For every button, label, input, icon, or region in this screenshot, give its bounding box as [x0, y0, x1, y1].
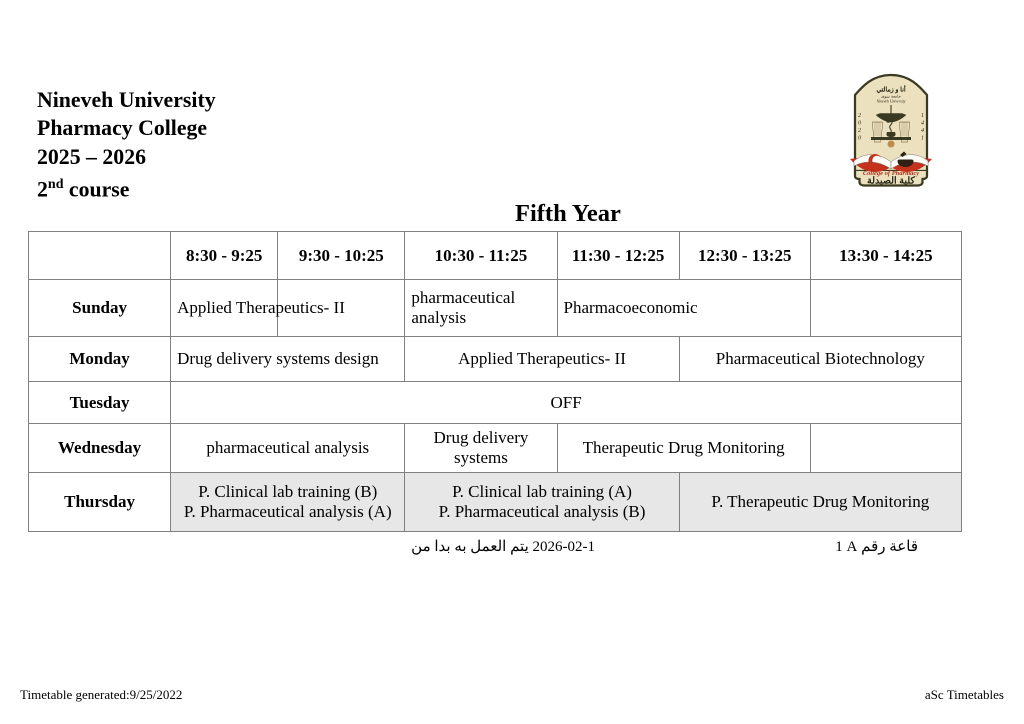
svg-text:4: 4 [921, 127, 924, 134]
svg-text:1: 1 [921, 136, 924, 142]
svg-text:2: 2 [858, 128, 861, 134]
svg-text:0: 0 [858, 121, 861, 127]
svg-text:College of Pharmacy: College of Pharmacy [863, 170, 919, 177]
svg-text:4: 4 [921, 120, 924, 127]
svg-text:2: 2 [858, 113, 861, 119]
svg-text:جامعة نينوى: جامعة نينوى [881, 94, 901, 99]
svg-text:0: 0 [858, 136, 861, 142]
svg-text:Nineveh University: Nineveh University [876, 100, 906, 104]
svg-text:1: 1 [921, 113, 924, 119]
svg-text:كلية الصيدلة: كلية الصيدلة [867, 176, 915, 187]
